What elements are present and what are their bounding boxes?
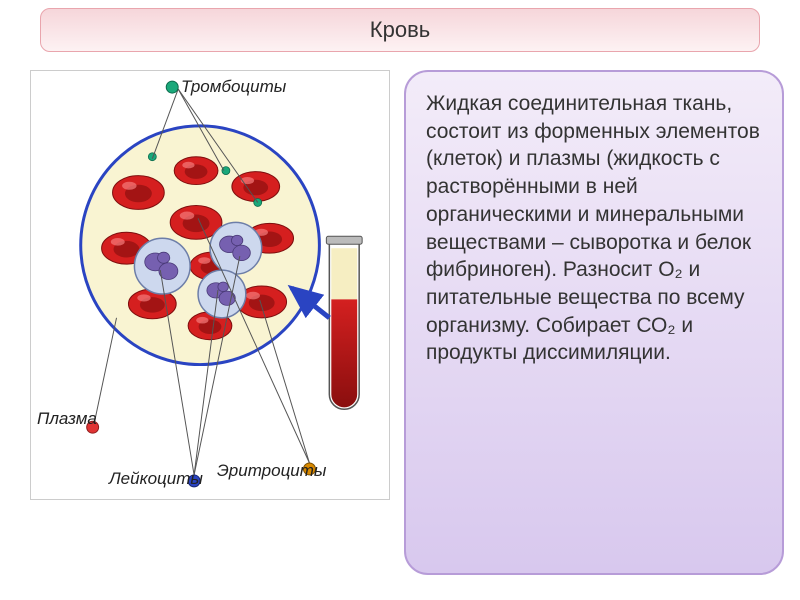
blood-diagram-svg xyxy=(31,71,389,499)
title-text: Кровь xyxy=(370,17,430,43)
label-leukocytes: Лейкоциты xyxy=(109,469,203,489)
description-text: Жидкая соединительная ткань, состоит из … xyxy=(426,92,760,364)
description-panel: Жидкая соединительная ткань, состоит из … xyxy=(404,70,784,575)
title-banner: Кровь xyxy=(40,8,760,52)
diagram-area: Тромбоциты Плазма Лейкоциты Эритроциты xyxy=(30,70,390,500)
label-thrombocytes: Тромбоциты xyxy=(181,77,286,97)
label-plasma: Плазма xyxy=(37,409,97,429)
label-erythrocytes: Эритроциты xyxy=(217,461,326,481)
